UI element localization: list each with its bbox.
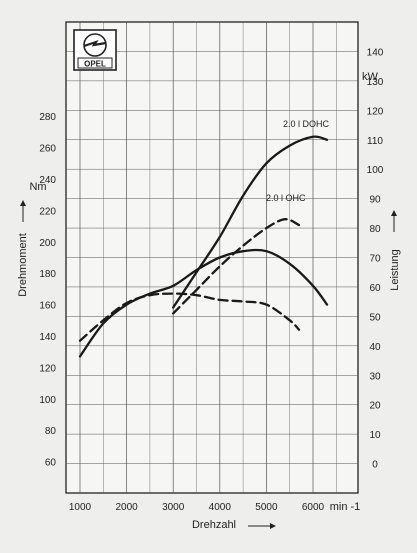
x-tick-label: 6000 [302, 502, 325, 513]
right-tick-label: 40 [369, 342, 381, 353]
x-axis-label: Drehzahl [192, 519, 236, 531]
left-tick-label: 220 [39, 206, 56, 217]
left-tick-label: 280 [39, 112, 56, 123]
right-tick-label: 100 [367, 165, 384, 176]
right-tick-label: 140 [367, 47, 384, 58]
left-tick-label: 80 [45, 426, 57, 437]
right-tick-label: 80 [369, 224, 381, 235]
right-tick-label: 30 [369, 371, 381, 382]
right-unit-label: kW [362, 71, 379, 83]
left-tick-label: 180 [39, 269, 56, 280]
left-tick-label: 60 [45, 458, 57, 469]
x-tick-label: 5000 [255, 502, 278, 513]
tick-labels: 1000 2000 3000 4000 5000 60006080100120140160… [39, 47, 383, 513]
left-tick-label: 260 [39, 144, 56, 155]
series-layer: 2.0 l DOHC 2.0 l OHC [78, 119, 330, 358]
right-tick-label: 20 [369, 401, 381, 412]
right-tick-label: 60 [369, 283, 381, 294]
x-tick-label: 2000 [115, 502, 138, 513]
ohc-series-label: 2.0 l OHC [266, 193, 306, 203]
dohc-series-label: 2.0 l DOHC [283, 119, 330, 129]
ohc-power-line [172, 218, 301, 315]
left-tick-label: 160 [39, 301, 56, 312]
opel-logo: OPEL [73, 29, 117, 71]
x-tick-label: 4000 [209, 502, 232, 513]
right-tick-label: 130 [367, 77, 384, 88]
right-tick-label: 120 [367, 106, 384, 117]
left-tick-label: 140 [39, 332, 56, 343]
dohc-torque-line [78, 248, 329, 358]
chart-grid [65, 21, 359, 494]
ohc-torque-line [78, 292, 301, 342]
logo-text: OPEL [84, 60, 106, 69]
x-unit-label: min -1 [330, 501, 361, 513]
left-tick-label: 100 [39, 395, 56, 406]
right-tick-label: 90 [369, 195, 381, 206]
x-axis-title: Drehzahl [192, 519, 276, 531]
right-tick-label: 0 [372, 460, 378, 471]
left-tick-label: 240 [39, 175, 56, 186]
left-tick-label: 200 [39, 238, 56, 249]
right-axis-label: Leistung [389, 249, 401, 291]
left-tick-label: 120 [39, 363, 56, 374]
x-tick-label: 1000 [69, 502, 92, 513]
left-axis-label: Drehmoment [17, 233, 29, 297]
right-tick-label: 110 [367, 136, 383, 147]
right-tick-label: 70 [369, 254, 381, 265]
right-tick-label: 10 [369, 430, 381, 441]
left-axis-title: Drehmoment [17, 200, 29, 297]
right-axis-title: Leistung [389, 210, 401, 291]
right-tick-label: 50 [369, 312, 381, 323]
x-tick-label: 3000 [162, 502, 185, 513]
left-unit-label: Nm [29, 181, 46, 193]
